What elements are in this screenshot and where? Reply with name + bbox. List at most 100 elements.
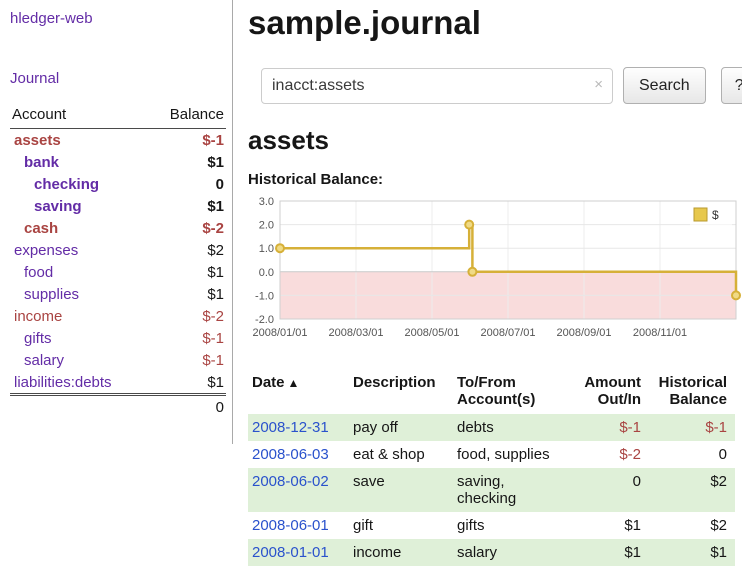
account-row: salary $-1	[10, 349, 226, 371]
svg-text:2008/09/01: 2008/09/01	[556, 327, 611, 339]
account-row: saving $1	[10, 195, 226, 217]
register-header-accounts: To/From Account(s)	[457, 374, 536, 408]
account-link[interactable]: expenses	[14, 242, 79, 259]
accounts-table: Account Balance assets $-1 bank $1 checking 0…	[10, 104, 226, 418]
register-amount: $1	[624, 544, 641, 561]
account-link[interactable]: bank	[24, 154, 60, 171]
svg-text:1.0: 1.0	[259, 243, 274, 255]
register-balance: 0	[718, 446, 727, 463]
account-row: bank $1	[10, 151, 226, 173]
accounts-header-balance: Balance	[147, 104, 226, 129]
register-header-description: Description	[353, 374, 436, 391]
register-date-link[interactable]: 2008-01-01	[252, 544, 329, 561]
register-row[interactable]: 2008-06-02 save saving, checking 0 $2	[248, 468, 735, 512]
register-description: save	[353, 473, 385, 490]
accounts-header-row: Account Balance	[10, 104, 226, 129]
account-row: income $-2	[10, 305, 226, 327]
register-header-balance: Historical Balance	[658, 374, 727, 408]
register-amount: 0	[632, 473, 641, 490]
account-balance: $-1	[202, 352, 224, 369]
page-title: sample.journal	[248, 4, 481, 41]
register-amount: $-1	[619, 419, 641, 436]
search-input[interactable]	[261, 67, 613, 104]
register-amount: $-2	[619, 446, 641, 463]
register-date-link[interactable]: 2008-12-31	[252, 419, 329, 436]
register-accounts: saving, checking	[457, 473, 517, 507]
register-description: income	[353, 544, 402, 561]
svg-text:-1.0: -1.0	[255, 290, 274, 302]
register-accounts: debts	[457, 419, 494, 436]
account-link[interactable]: liabilities:debts	[14, 374, 112, 391]
svg-text:2008/11/01: 2008/11/01	[633, 327, 687, 339]
register-date-link[interactable]: 2008-06-01	[252, 517, 329, 534]
date-header-label: Date	[252, 374, 285, 391]
register-accounts: food, supplies	[457, 446, 550, 463]
account-link[interactable]: salary	[24, 352, 65, 369]
account-link[interactable]: checking	[34, 176, 100, 193]
hledger-web-page: hledger-web Journal Account Balance asse…	[10, 0, 742, 566]
search-button[interactable]: Search	[623, 67, 706, 104]
register-amount: $1	[624, 517, 641, 534]
register-date-link[interactable]: 2008-06-03	[252, 446, 329, 463]
svg-text:2008/01/01: 2008/01/01	[252, 327, 307, 339]
account-balance: $-2	[202, 220, 224, 237]
svg-text:2008/05/01: 2008/05/01	[404, 327, 459, 339]
main-content: sample.journal × Search ? assets Histori…	[233, 0, 742, 566]
register-balance: $2	[710, 517, 727, 534]
account-link[interactable]: cash	[24, 220, 59, 237]
account-balance: 0	[215, 176, 224, 193]
svg-text:2008/07/01: 2008/07/01	[480, 327, 535, 339]
account-balance: $1	[207, 264, 224, 281]
account-row: checking 0	[10, 173, 226, 195]
account-link[interactable]: food	[24, 264, 54, 281]
account-link[interactable]: assets	[14, 132, 61, 149]
register-header-row: Date ▲ Description To/From Account(s) Amo…	[248, 372, 735, 414]
help-button[interactable]: ?	[720, 67, 742, 104]
register-balance: $2	[710, 473, 727, 490]
register-row[interactable]: 2008-12-31 pay off debts $-1 $-1	[248, 414, 735, 441]
register-row[interactable]: 2008-01-01 income salary $1 $1	[248, 539, 735, 566]
svg-text:0.0: 0.0	[259, 267, 274, 279]
account-balance: $-2	[202, 308, 224, 325]
register-date-link[interactable]: 2008-06-02	[252, 473, 329, 490]
account-link[interactable]: gifts	[24, 330, 52, 347]
account-row: food $1	[10, 261, 226, 283]
search-box: ×	[261, 67, 613, 104]
accounts-table-body: assets $-1 bank $1 checking 0 saving $1 cash $-2 e…	[10, 129, 226, 393]
account-balance: $1	[207, 198, 224, 215]
accounts-total-row: 0	[10, 393, 226, 418]
account-link[interactable]: income	[14, 308, 63, 325]
register-row[interactable]: 2008-06-01 gift gifts $1 $2	[248, 512, 735, 539]
register-accounts: salary	[457, 544, 498, 561]
sidebar-item-journal[interactable]: Journal	[10, 70, 60, 87]
account-balance: $-1	[202, 330, 224, 347]
svg-text:$: $	[712, 208, 719, 222]
account-balance: $2	[207, 242, 224, 259]
register-description: eat & shop	[353, 446, 425, 463]
account-balance: $1	[207, 286, 224, 303]
register-table: Date ▲ Description To/From Account(s) Amo…	[248, 372, 735, 566]
register-balance: $-1	[705, 419, 727, 436]
sort-ascending-icon: ▲	[287, 376, 300, 390]
register-header-date[interactable]: Date ▲	[248, 372, 345, 414]
account-balance: $-1	[202, 132, 224, 149]
search-form: × Search ?	[261, 67, 742, 104]
register-balance: $1	[710, 544, 727, 561]
register-header-amount: Amount Out/In	[584, 374, 641, 408]
register-row[interactable]: 2008-06-03 eat & shop food, supplies $-2 0	[248, 441, 735, 468]
historical-balance-chart: 2008/01/01 2008/03/01 2008/05/01 2008/07/01…	[252, 196, 741, 339]
accounts-header-account: Account	[10, 104, 148, 129]
app-title-link[interactable]: hledger-web	[10, 10, 93, 27]
account-balance: $1	[207, 374, 224, 391]
chart-title: Historical Balance:	[248, 171, 384, 188]
svg-text:2.0: 2.0	[259, 220, 274, 232]
account-row: supplies $1	[10, 283, 226, 305]
register-description: gift	[353, 517, 374, 534]
account-row: gifts $-1	[10, 327, 226, 349]
account-link[interactable]: supplies	[24, 286, 80, 303]
clear-search-icon[interactable]: ×	[594, 75, 603, 93]
register-description: pay off	[353, 419, 398, 436]
svg-text:-2.0: -2.0	[255, 314, 274, 326]
account-link[interactable]: saving	[34, 198, 82, 215]
accounts-total-balance: 0	[147, 393, 226, 418]
